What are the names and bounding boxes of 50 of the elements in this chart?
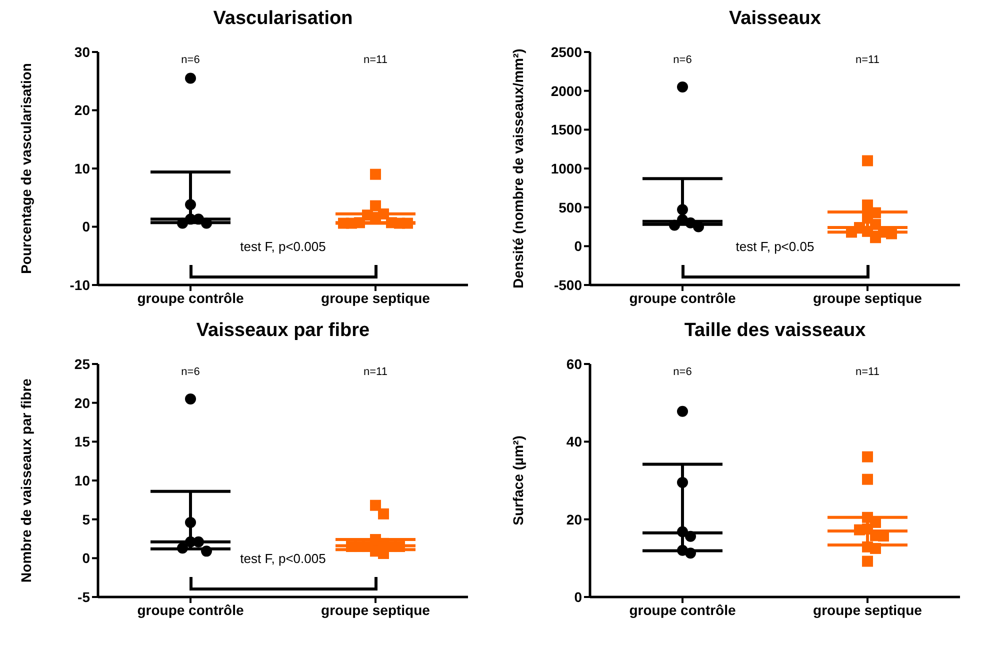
y-tick-label: 1500 — [550, 122, 582, 138]
y-tick-label: 40 — [566, 434, 582, 450]
y-tick-label: 0 — [574, 588, 582, 605]
y-tick-label: 20 — [74, 394, 90, 411]
y-tick-label: 0 — [574, 238, 582, 254]
chart-title: Vascularisation — [212, 8, 354, 30]
y-tick-label: 0 — [82, 218, 90, 235]
y-tick-label: 15 — [74, 434, 90, 450]
annotation: test F, p<0.05 — [734, 239, 816, 254]
y-tick-label: -5 — [78, 588, 90, 605]
x-tick-label: groupe septique — [321, 602, 430, 618]
chart-title: Taille des vaisseaux — [683, 320, 867, 342]
y-axis-title: Surface (µm²) — [510, 436, 526, 526]
y-tick-label: -10 — [70, 276, 90, 293]
y-axis-title: Densité (nombre de vaisseaux/mm²) — [510, 48, 526, 288]
y-tick-label: 20 — [74, 102, 90, 118]
annotation: n=6 — [672, 54, 693, 66]
x-tick-label: groupe contrôle — [629, 602, 736, 618]
y-tick-label: 5 — [82, 511, 90, 528]
y-tick-label: 2500 — [550, 44, 582, 60]
annotation: n=11 — [854, 54, 880, 66]
chart-title: Vaisseaux — [728, 8, 822, 30]
annotation: n=6 — [672, 366, 693, 378]
x-tick-label: groupe septique — [813, 602, 922, 618]
y-tick-label: 60 — [566, 356, 582, 372]
y-tick-label: 2000 — [550, 82, 582, 99]
annotation: test F, p<0.005 — [239, 551, 327, 566]
y-tick-label: 30 — [74, 44, 90, 60]
annotation: n=6 — [180, 366, 201, 378]
annotation: n=6 — [180, 54, 201, 66]
annotation: n=11 — [854, 366, 880, 378]
annotation: n=11 — [362, 54, 388, 66]
y-axis-title: Nombre de vaisseaux par fibre — [18, 378, 34, 582]
x-tick-label: groupe contrôle — [629, 290, 736, 306]
y-tick-label: 500 — [558, 199, 582, 216]
y-tick-label: -500 — [554, 276, 582, 293]
y-tick-label: 10 — [74, 160, 90, 176]
y-tick-label: 10 — [74, 472, 90, 488]
x-tick-label: groupe septique — [321, 290, 430, 306]
x-tick-label: groupe contrôle — [137, 602, 244, 618]
x-tick-label: groupe septique — [813, 290, 922, 306]
y-axis-title: Pourcentage de vascularisation — [18, 63, 34, 274]
y-tick-label: 25 — [74, 356, 90, 372]
y-tick-label: 0 — [82, 550, 90, 566]
x-tick-label: groupe contrôle — [137, 290, 244, 306]
annotation: test F, p<0.005 — [239, 239, 327, 254]
y-tick-label: 20 — [566, 511, 582, 528]
y-tick-label: 1000 — [550, 160, 582, 176]
annotation: n=11 — [362, 366, 388, 378]
chart-title: Vaisseaux par fibre — [195, 320, 371, 342]
